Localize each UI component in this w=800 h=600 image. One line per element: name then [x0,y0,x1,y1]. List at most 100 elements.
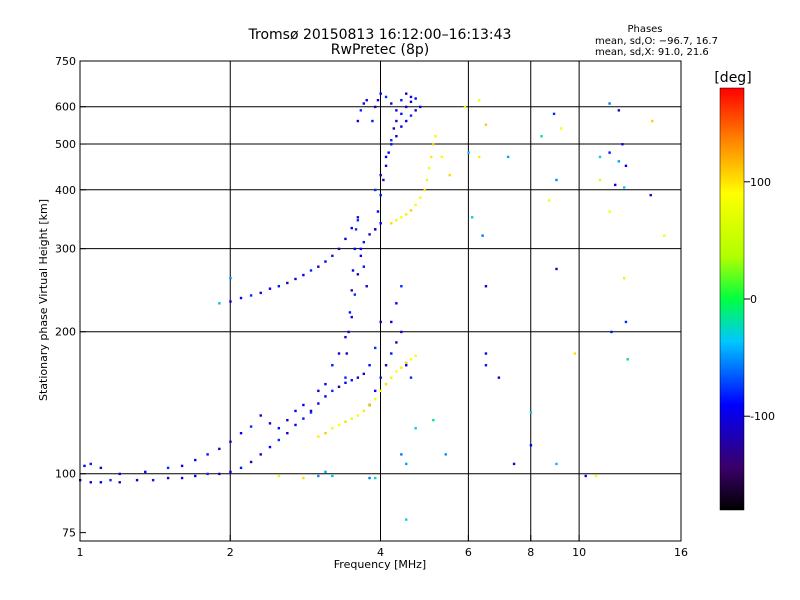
data-point [356,376,360,379]
data-point [477,98,481,102]
data-point [331,427,334,430]
colorbar-tick-label: 100 [750,176,771,189]
data-point [268,287,272,290]
data-point [362,409,366,413]
data-point [434,135,437,138]
chart-title-line1: Tromsø 20150813 16:12:00–16:13:43 [248,27,512,43]
data-point [409,358,413,361]
data-point [166,466,170,470]
data-point [624,164,628,168]
data-point [621,143,624,146]
data-point [356,216,360,219]
data-point [331,364,334,367]
data-point [376,98,380,102]
data-point [400,330,403,334]
data-point [400,98,403,102]
data-point [484,285,488,288]
data-point [414,97,417,100]
data-point [286,281,289,285]
data-point [405,364,408,367]
data-point [180,464,184,468]
data-point [259,291,262,295]
data-point [331,474,334,478]
data-point [374,346,377,350]
data-point [259,453,262,456]
legend-title: Phases [627,24,662,35]
data-point [356,414,360,417]
data-point [350,315,353,319]
data-point [317,389,320,393]
data-point [368,403,371,407]
data-point [613,183,617,187]
data-point [294,423,297,427]
data-point [584,474,587,478]
data-point [400,285,403,288]
data-point [506,155,510,159]
x-tick-label: 6 [465,546,472,559]
data-point [384,164,388,168]
data-point [382,178,385,182]
data-point [89,462,92,466]
data-point [409,95,413,99]
data-point [409,100,413,104]
data-point [390,138,393,142]
data-point [374,398,377,401]
data-point [529,411,533,414]
data-point [277,474,281,478]
data-point [390,376,393,379]
data-point [277,427,281,430]
data-point [376,210,380,213]
data-point [277,285,281,288]
data-point [444,453,447,456]
data-point [484,364,488,367]
data-point [414,354,417,358]
data-point [302,273,305,277]
data-point [555,178,558,182]
data-point [432,143,435,146]
data-point [249,460,253,464]
data-point [409,114,413,117]
data-point [379,92,382,95]
y-tick-label: 600 [55,101,76,114]
data-point [229,470,232,474]
data-point [392,127,396,130]
data-point [547,199,551,202]
chart-title-line2: RwPretec (8p) [331,42,429,58]
data-point [239,296,243,300]
data-point [151,478,155,482]
data-point [356,219,360,222]
data-point [430,155,433,159]
data-point [229,440,232,443]
data-point [302,403,305,407]
data-point [405,462,408,466]
data-point [344,237,347,241]
data-point [337,423,341,427]
data-point [317,435,320,438]
data-point [99,466,103,470]
data-point [555,462,558,466]
legend-line-o: mean, sd,O: −96.7, 16.7 [595,36,718,47]
data-point [384,95,388,99]
data-point [317,265,320,268]
data-point [354,228,358,231]
data-point [555,267,558,271]
data-point [608,151,611,154]
data-point [379,222,382,225]
y-tick-label: 750 [55,55,76,68]
data-point [384,364,388,367]
data-point [390,143,393,146]
data-point [362,240,366,244]
data-point [400,125,403,128]
legend-line-x: mean, sd,X: 91.0, 21.6 [595,47,709,58]
data-point [400,216,403,219]
data-point [229,300,232,303]
data-point [350,417,353,420]
data-point [194,474,197,478]
data-point [608,102,611,105]
data-point [337,385,341,389]
y-tick-label: 500 [55,138,76,151]
colorbar [719,87,745,511]
data-point [624,320,628,324]
data-point [324,395,327,398]
data-point [344,381,347,385]
